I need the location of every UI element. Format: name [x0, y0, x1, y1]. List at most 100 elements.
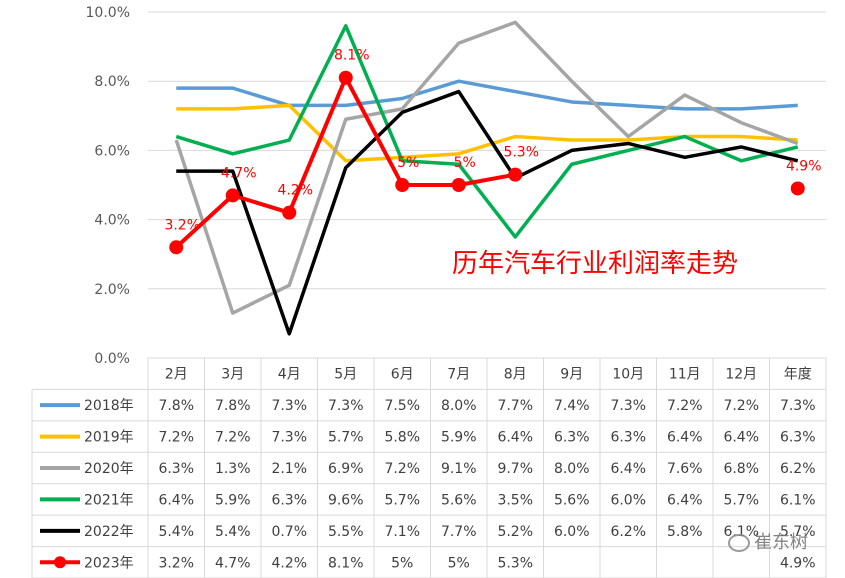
y-tick-label: 0.0%	[94, 351, 130, 367]
table-cell: 6.0%	[554, 524, 590, 540]
y-tick-label: 2.0%	[94, 282, 130, 298]
legend-marker	[54, 556, 66, 569]
data-point	[508, 167, 523, 182]
data-label: 4.2%	[277, 183, 313, 199]
series-line	[175, 24, 799, 239]
data-label: 3.2%	[164, 217, 200, 233]
table-cell: 8.0%	[554, 461, 590, 477]
table-cell: 7.3%	[610, 398, 646, 414]
table-cell: 6.3%	[610, 430, 646, 446]
table-cell: 6.3%	[780, 430, 816, 446]
table-cell: 7.7%	[497, 398, 533, 414]
data-label: 8.1%	[334, 48, 370, 64]
table-cell: 7.2%	[384, 461, 420, 477]
series-line	[176, 89, 799, 336]
chart-title: 历年汽车行业利润率走势	[452, 249, 738, 279]
table-cell: 6.4%	[667, 492, 703, 508]
table-cell: 5.4%	[215, 524, 251, 540]
table-cell: 7.8%	[215, 398, 251, 414]
table-cell: 1.3%	[215, 461, 251, 477]
data-point	[451, 178, 466, 192]
table-cell: 6.4%	[497, 430, 533, 446]
category-label: 10月	[612, 367, 644, 383]
data-point	[169, 240, 184, 255]
data-label: 5%	[397, 155, 419, 171]
table-cell: 5.7%	[723, 492, 759, 508]
category-label: 5月	[334, 367, 357, 383]
table-cell: 7.2%	[215, 430, 251, 446]
table-cell: 6.1%	[780, 492, 816, 508]
legend-label: 2018年	[84, 398, 134, 414]
table-cell: 6.4%	[667, 430, 703, 446]
data-label: 4.9%	[786, 158, 822, 174]
category-label: 年度	[784, 367, 812, 383]
table-cell: 6.3%	[271, 492, 307, 508]
data-point	[338, 70, 353, 85]
data-label: 5.3%	[503, 145, 539, 161]
table-cell: 2.1%	[271, 461, 307, 477]
table-cell: 7.2%	[723, 398, 759, 414]
table-cell: 9.1%	[441, 461, 477, 477]
category-label: 7月	[447, 367, 470, 383]
watermark: 崔东树	[728, 528, 808, 554]
category-label: 4月	[278, 367, 301, 383]
legend-label: 2022年	[84, 524, 134, 540]
category-label: 12月	[725, 367, 757, 383]
table-cell: 4.7%	[215, 555, 251, 571]
table-cell: 6.3%	[554, 430, 590, 446]
category-label: 2月	[165, 367, 188, 383]
table-cell: 5.7%	[384, 492, 420, 508]
data-point	[282, 205, 297, 220]
table-cell: 7.3%	[271, 430, 307, 446]
table-cell: 5.7%	[328, 430, 364, 446]
table-cell: 4.9%	[780, 555, 816, 571]
series-line	[174, 20, 799, 315]
table-cell: 6.4%	[158, 492, 194, 508]
category-label: 8月	[504, 367, 527, 383]
table-cell: 5.8%	[667, 524, 703, 540]
table-cell: 5.9%	[215, 492, 251, 508]
table-cell: 7.7%	[441, 524, 477, 540]
table-cell: 7.2%	[158, 430, 194, 446]
wechat-icon	[728, 534, 750, 552]
table-cell: 6.9%	[328, 461, 364, 477]
table-cell: 7.3%	[271, 398, 307, 414]
table-cell: 0.7%	[271, 524, 307, 540]
data-label: 5%	[454, 155, 476, 171]
watermark-text: 崔东树	[754, 532, 808, 553]
table-cell: 5.8%	[384, 430, 420, 446]
category-label: 3月	[221, 367, 244, 383]
legend-label: 2021年	[84, 492, 134, 508]
table-cell: 9.6%	[328, 492, 364, 508]
legend-label: 2023年	[84, 555, 134, 571]
table-cell: 5.4%	[158, 524, 194, 540]
table-cell: 6.0%	[610, 492, 646, 508]
table-cell: 5%	[391, 555, 413, 571]
data-point	[225, 188, 240, 203]
table-cell: 7.1%	[384, 524, 420, 540]
table-cell: 6.2%	[780, 461, 816, 477]
table-cell: 5.7%	[780, 524, 816, 540]
table-cell: 5.3%	[497, 555, 533, 571]
y-tick-label: 8.0%	[94, 74, 130, 90]
y-tick-label: 10.0%	[86, 5, 130, 21]
table-cell: 3.5%	[497, 492, 533, 508]
table-cell: 4.2%	[271, 555, 307, 571]
table-cell: 6.8%	[723, 461, 759, 477]
category-label: 11月	[669, 367, 701, 383]
table-cell: 7.2%	[667, 398, 703, 414]
table-cell: 5.6%	[554, 492, 590, 508]
table-cell: 6.4%	[723, 430, 759, 446]
table-cell: 8.1%	[328, 555, 364, 571]
table-cell: 7.8%	[158, 398, 194, 414]
table-cell: 5%	[448, 555, 470, 571]
category-label: 9月	[560, 367, 583, 383]
data-label: 4.7%	[221, 165, 257, 181]
legend-label: 2019年	[84, 430, 134, 446]
table-cell: 7.4%	[554, 398, 590, 414]
table-cell: 5.5%	[328, 524, 364, 540]
table-cell: 7.5%	[384, 398, 420, 414]
table-cell: 5.2%	[497, 524, 533, 540]
table-cell: 7.3%	[328, 398, 364, 414]
